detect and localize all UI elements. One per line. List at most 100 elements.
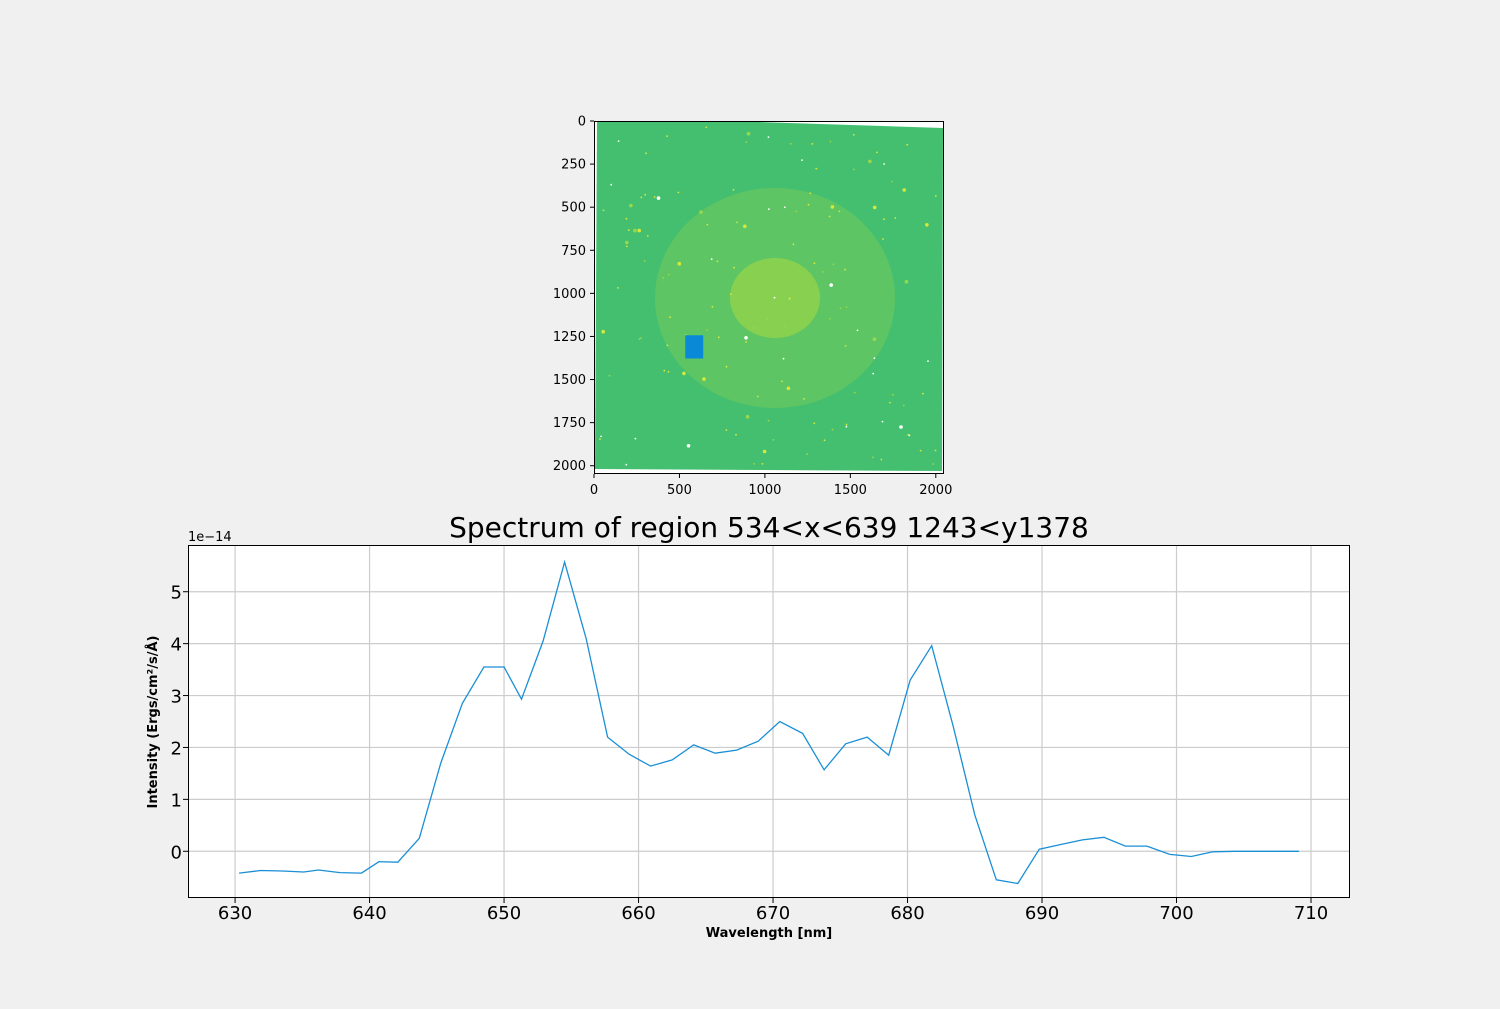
star-point bbox=[625, 240, 629, 245]
galaxy-image bbox=[595, 121, 943, 471]
star-point bbox=[902, 404, 905, 407]
star-point bbox=[881, 420, 884, 423]
star-point bbox=[845, 425, 848, 428]
star-point bbox=[717, 336, 720, 339]
star-point bbox=[666, 344, 669, 347]
star-point bbox=[906, 143, 909, 146]
star-point bbox=[601, 329, 605, 334]
star-point bbox=[828, 215, 831, 218]
image-y-tick-label: 0 bbox=[578, 115, 586, 130]
star-point bbox=[811, 143, 814, 145]
star-point bbox=[625, 463, 628, 466]
image-y-tick-label: 250 bbox=[561, 158, 586, 173]
image-y-tick-label: 500 bbox=[561, 201, 586, 216]
spectrum-axes-frame bbox=[188, 545, 1350, 898]
star-point bbox=[772, 439, 775, 441]
star-point bbox=[638, 338, 641, 340]
star-point bbox=[781, 380, 783, 383]
star-point bbox=[883, 218, 885, 221]
star-point bbox=[934, 449, 937, 452]
star-point bbox=[667, 273, 670, 276]
star-point bbox=[756, 395, 759, 398]
star-point bbox=[908, 434, 911, 437]
spectrum-x-ticks: 630 640 650 660 670 680 690 700 710 bbox=[218, 898, 1328, 924]
image-y-ticks: 0 250 500 750 1000 1250 1500 1750 2000 bbox=[553, 115, 594, 474]
spectrum-axes-background bbox=[188, 545, 1350, 898]
star-point bbox=[856, 329, 859, 332]
star-point bbox=[699, 210, 703, 214]
star-point bbox=[844, 268, 846, 271]
star-point bbox=[735, 433, 737, 436]
star-point bbox=[932, 463, 934, 465]
star-point bbox=[677, 261, 682, 266]
star-point bbox=[625, 245, 628, 248]
image-x-ticks: 0 500 1000 1500 2000 bbox=[590, 474, 952, 498]
spectrum-y-ticks: 0 1 2 3 4 5 bbox=[171, 583, 188, 863]
y-offset-label: 1e−14 bbox=[188, 530, 232, 545]
y-tick-label: 2 bbox=[171, 738, 182, 759]
x-tick-label: 690 bbox=[1025, 903, 1059, 924]
star-point bbox=[788, 297, 791, 300]
star-point bbox=[644, 193, 647, 196]
star-point bbox=[745, 341, 747, 343]
star-point bbox=[677, 191, 680, 194]
star-point bbox=[753, 463, 756, 465]
star-point bbox=[832, 263, 835, 266]
star-point bbox=[629, 203, 633, 208]
star-point bbox=[899, 425, 903, 429]
spectrum-title: Spectrum of region 534<x<639 1243<y1378 bbox=[449, 511, 1089, 544]
star-point bbox=[602, 209, 605, 212]
star-point bbox=[766, 318, 769, 320]
x-tick-label: 650 bbox=[487, 903, 521, 924]
star-point bbox=[710, 258, 713, 260]
star-point bbox=[801, 159, 803, 162]
star-point bbox=[725, 429, 728, 431]
star-point bbox=[880, 458, 883, 461]
star-point bbox=[733, 266, 735, 269]
star-point bbox=[807, 203, 810, 206]
star-point bbox=[600, 435, 602, 438]
x-axis-label: Wavelength [nm] bbox=[706, 926, 832, 941]
star-point bbox=[745, 141, 748, 144]
star-point bbox=[904, 279, 909, 284]
star-point bbox=[872, 205, 877, 210]
spectrum-grid bbox=[188, 545, 1350, 898]
star-point bbox=[853, 391, 856, 394]
star-point bbox=[852, 133, 855, 136]
star-point bbox=[873, 357, 876, 360]
image-x-tick-label: 1000 bbox=[748, 483, 781, 498]
star-point bbox=[662, 277, 665, 279]
star-point bbox=[682, 371, 686, 376]
image-x-tick-label: 2000 bbox=[919, 483, 952, 498]
star-point bbox=[773, 296, 776, 299]
star-point bbox=[803, 398, 805, 400]
star-point bbox=[617, 140, 620, 143]
star-point bbox=[637, 228, 641, 233]
star-point bbox=[639, 337, 642, 339]
star-point bbox=[753, 326, 756, 329]
selected-region[interactable] bbox=[685, 335, 704, 359]
y-axis-label: Intensity (Ergs/cm²/s/Å) bbox=[145, 636, 161, 809]
star-point bbox=[744, 336, 748, 340]
image-x-tick-label: 0 bbox=[590, 483, 598, 498]
star-point bbox=[831, 428, 834, 431]
star-point bbox=[882, 238, 884, 240]
star-point bbox=[922, 392, 924, 395]
x-tick-label: 660 bbox=[621, 903, 655, 924]
star-point bbox=[809, 192, 812, 195]
star-point bbox=[889, 401, 891, 404]
star-point bbox=[823, 439, 826, 442]
x-tick-label: 670 bbox=[756, 903, 790, 924]
star-point bbox=[656, 196, 661, 200]
star-point bbox=[822, 271, 824, 273]
star-point bbox=[829, 140, 832, 143]
star-point bbox=[634, 437, 637, 440]
star-point bbox=[617, 287, 619, 289]
star-point bbox=[845, 423, 848, 426]
x-tick-label: 700 bbox=[1159, 903, 1193, 924]
star-point bbox=[762, 449, 767, 454]
star-point bbox=[706, 223, 709, 226]
y-tick-label: 1 bbox=[171, 790, 182, 811]
star-point bbox=[829, 283, 833, 287]
star-point bbox=[813, 422, 816, 425]
